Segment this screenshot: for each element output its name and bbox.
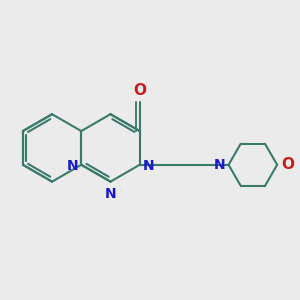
Text: O: O [281, 157, 294, 172]
Text: O: O [133, 83, 146, 98]
Text: N: N [213, 158, 225, 172]
Text: N: N [143, 159, 154, 173]
Text: N: N [67, 159, 78, 173]
Text: N: N [105, 187, 116, 201]
